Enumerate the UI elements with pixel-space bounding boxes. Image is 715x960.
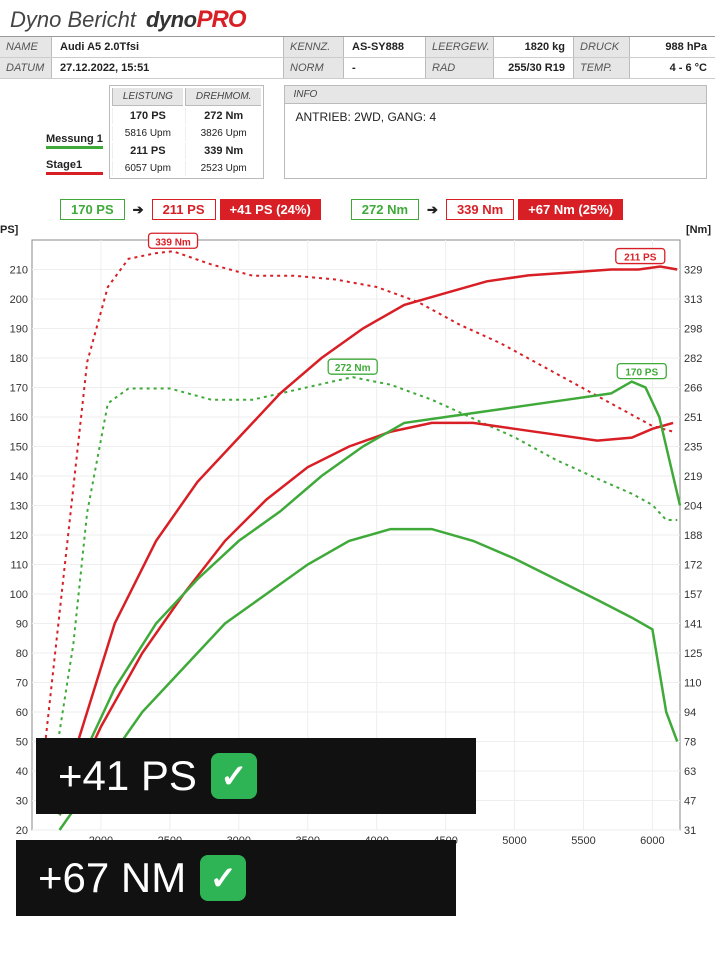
svg-text:20: 20 [16,825,28,837]
logo-dyno: dyno [146,7,197,32]
svg-text:219: 219 [684,471,702,483]
svg-text:188: 188 [684,530,702,542]
measurement-legend-item: Stage1 [46,159,103,175]
svg-text:63: 63 [684,766,696,778]
svg-text:5000: 5000 [502,835,526,847]
svg-text:266: 266 [684,383,702,395]
svg-text:140: 140 [10,471,28,483]
label-rad: RAD [426,58,494,78]
svg-text:211 PS: 211 PS [624,253,657,264]
svg-text:50: 50 [16,737,28,749]
svg-text:180: 180 [10,353,28,365]
svg-text:70: 70 [16,678,28,690]
label-leer: LEERGEW. [426,37,494,57]
overlay-text: +67 NM [38,854,186,902]
svg-text:170 PS: 170 PS [625,368,658,379]
arrow-icon: ➔ [423,200,442,220]
svg-text:150: 150 [10,442,28,454]
svg-text:339 Nm: 339 Nm [155,237,191,248]
svg-text:30: 30 [16,796,28,808]
value-temp: 4 - 6 °C [630,58,715,78]
value-kennz: AS-SY888 [344,37,426,57]
ps-from: 170 PS [60,199,125,220]
ps-delta: +41 PS (24%) [220,199,321,220]
label-kennz: KENNZ. [284,37,344,57]
report-title: Dyno Bericht [10,7,136,33]
svg-text:272 Nm: 272 Nm [335,363,371,374]
svg-text:94: 94 [684,707,696,719]
svg-text:329: 329 [684,265,702,277]
checkmark-icon: ✓ [200,855,246,901]
checkmark-icon: ✓ [211,753,257,799]
y-axis-left-label: PS] [0,224,18,236]
svg-text:90: 90 [16,619,28,631]
svg-text:235: 235 [684,442,702,454]
svg-text:5500: 5500 [571,835,595,847]
nm-to: 339 Nm [446,199,514,220]
svg-text:80: 80 [16,648,28,660]
svg-text:313: 313 [684,294,702,306]
svg-text:282: 282 [684,353,702,365]
svg-text:47: 47 [684,796,696,808]
svg-text:78: 78 [684,737,696,749]
summary-row: 170 PS ➔ 211 PS +41 PS (24%) 272 Nm ➔ 33… [60,199,715,220]
ps-to: 211 PS [152,199,216,220]
svg-text:110: 110 [684,678,702,690]
value-druck: 988 hPa [630,37,715,57]
nm-delta: +67 Nm (25%) [518,199,623,220]
svg-text:251: 251 [684,412,702,424]
svg-text:170: 170 [10,383,28,395]
label-norm: NORM [284,58,344,78]
y-axis-right-label: [Nm] [686,224,711,236]
svg-text:110: 110 [10,560,28,572]
svg-text:31: 31 [684,825,696,837]
info-box-body: ANTRIEB: 2WD, GANG: 4 [285,104,706,130]
result-overlay: +67 NM ✓ [16,840,456,916]
value-norm: - [344,58,426,78]
value-rad: 255/30 R19 [494,58,574,78]
overlay-text: +41 PS [58,752,197,800]
svg-text:60: 60 [16,707,28,719]
label-name: NAME [0,37,52,57]
label-datum: DATUM [0,58,52,78]
svg-text:200: 200 [10,294,28,306]
measurement-table: LEISTUNGDREHMOM.170 PS272 Nm 5816 Upm382… [109,85,265,179]
label-temp: TEMP. [574,58,630,78]
measurement-block: Messung 1 Stage1 LEISTUNGDREHMOM.170 PS27… [40,85,715,179]
svg-text:40: 40 [16,766,28,778]
info-box: INFO ANTRIEB: 2WD, GANG: 4 [284,85,707,179]
arrow-icon: ➔ [129,200,148,220]
measurement-legend-item: Messung 1 [46,133,103,149]
value-datum: 27.12.2022, 15:51 [52,58,284,78]
svg-text:204: 204 [684,501,702,513]
svg-text:120: 120 [10,530,28,542]
value-leer: 1820 kg [494,37,574,57]
svg-text:190: 190 [10,324,28,336]
result-overlay: +41 PS ✓ [36,738,476,814]
info-table: NAME Audi A5 2.0Tfsi KENNZ. AS-SY888 LEE… [0,36,715,79]
svg-text:6000: 6000 [640,835,664,847]
value-name: Audi A5 2.0Tfsi [52,37,284,57]
svg-text:298: 298 [684,324,702,336]
svg-text:160: 160 [10,412,28,424]
report-header: Dyno Bericht dynoPRO [0,0,715,36]
svg-text:100: 100 [10,589,28,601]
svg-text:157: 157 [684,589,702,601]
nm-from: 272 Nm [351,199,419,220]
label-druck: DRUCK [574,37,630,57]
info-box-header: INFO [285,86,706,104]
svg-text:210: 210 [10,265,28,277]
logo-pro: PRO [197,6,246,33]
svg-text:172: 172 [684,560,702,572]
svg-text:125: 125 [684,648,702,660]
svg-text:130: 130 [10,501,28,513]
svg-text:141: 141 [684,619,702,631]
